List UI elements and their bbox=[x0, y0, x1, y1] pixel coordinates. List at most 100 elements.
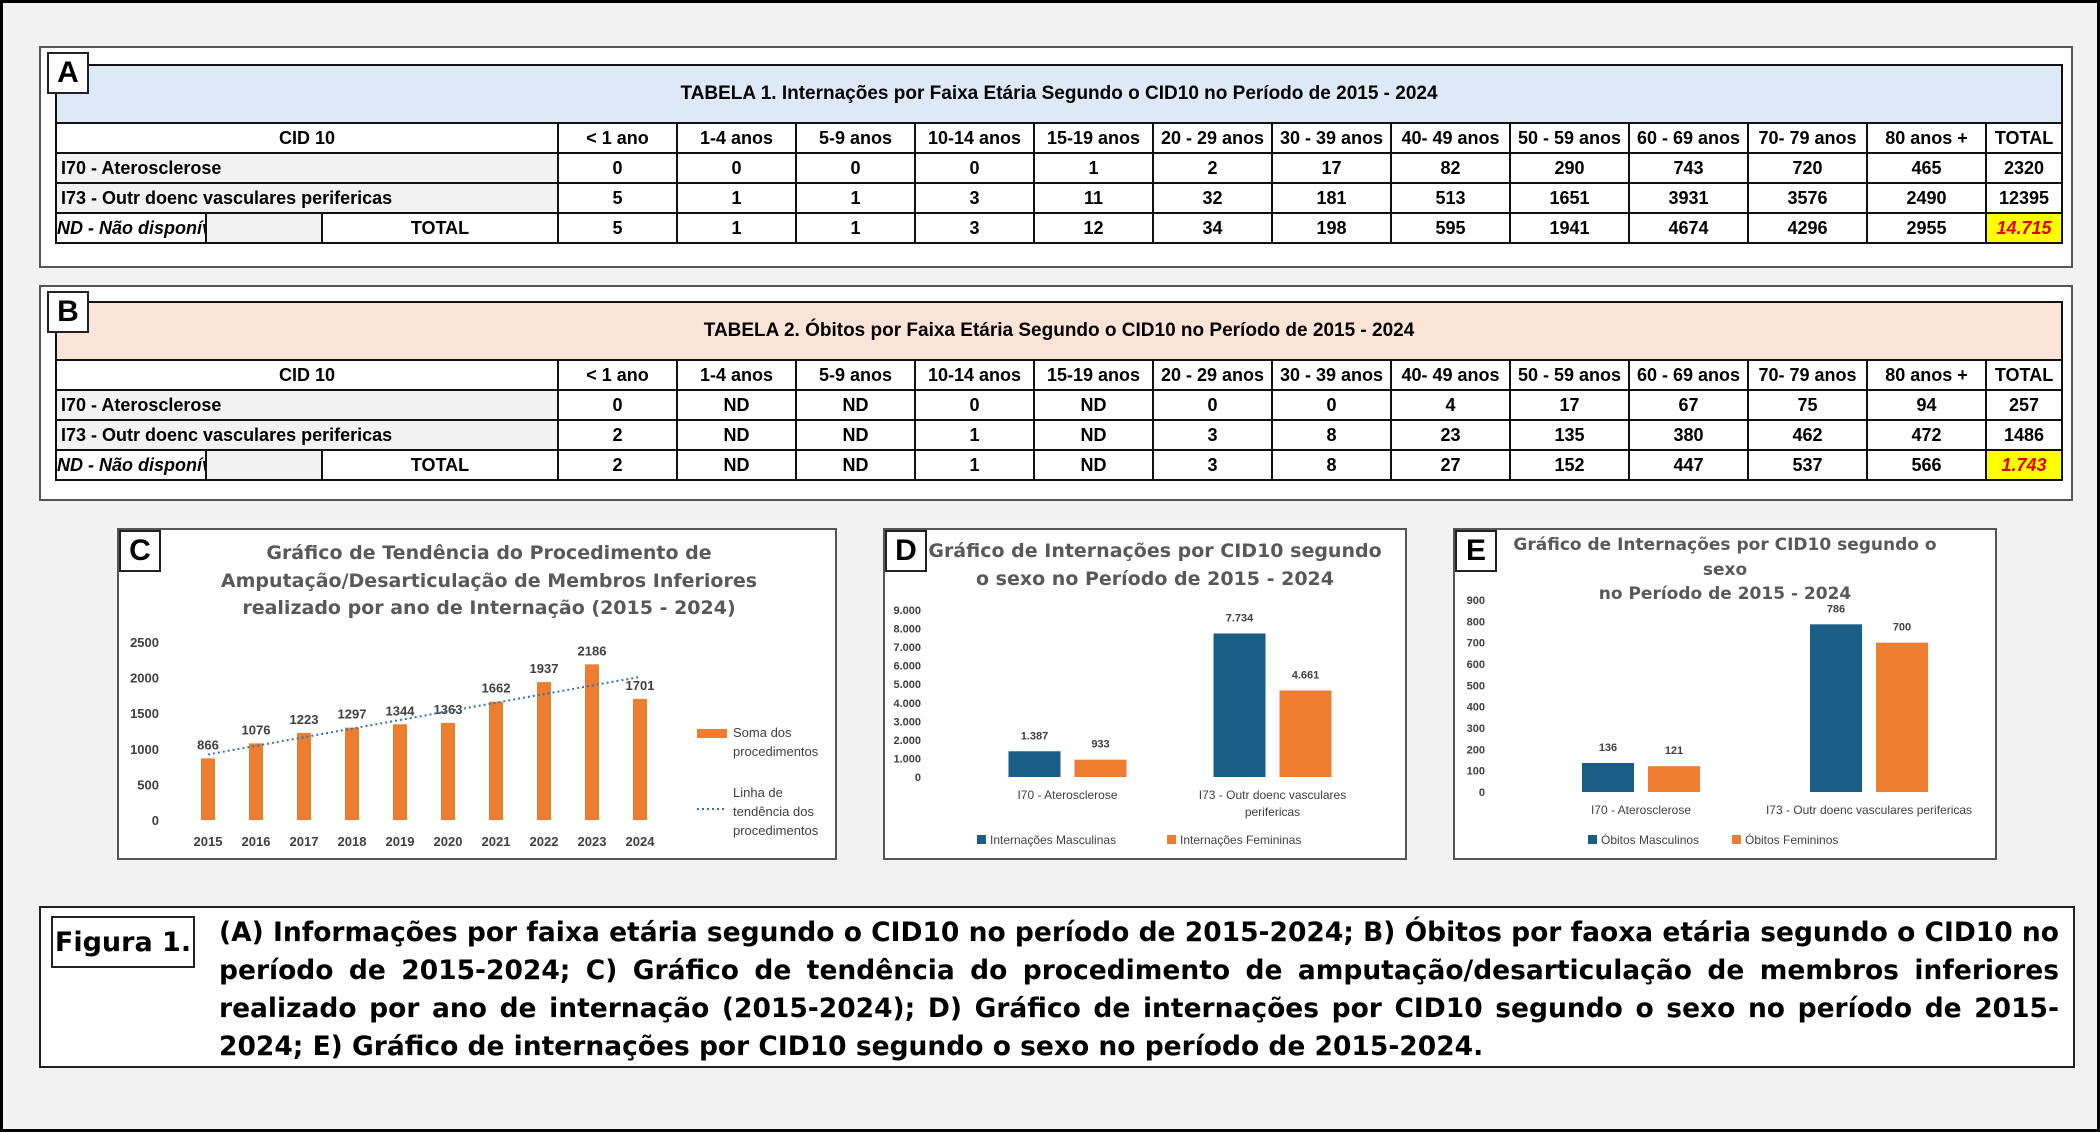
data-label: 786 bbox=[1827, 603, 1845, 615]
column-header: 1-4 anos bbox=[676, 359, 797, 391]
x-tick-label: 2019 bbox=[386, 834, 415, 849]
table-cell: 1651 bbox=[1509, 182, 1630, 214]
chart-c-title-line: Amputação/Desarticulação de Membros Infe… bbox=[220, 569, 758, 592]
total-cell: 566 bbox=[1866, 449, 1987, 481]
trendline bbox=[207, 675, 641, 756]
table-cell: ND bbox=[1033, 419, 1154, 451]
table-cell: 0 bbox=[914, 152, 1035, 184]
bar bbox=[1582, 762, 1634, 792]
chart-d-container: D Gráfico de Internações por CID10 segun… bbox=[883, 528, 1407, 860]
table-cell: 32 bbox=[1152, 182, 1273, 214]
y-tick-label: 4.000 bbox=[893, 698, 921, 710]
data-label: 1701 bbox=[626, 678, 655, 693]
table-cell: 135 bbox=[1509, 419, 1630, 451]
column-header: 80 anos + bbox=[1866, 359, 1987, 391]
bar bbox=[633, 698, 647, 820]
table-cell: 17 bbox=[1509, 389, 1630, 421]
total-cell: 12 bbox=[1033, 212, 1154, 244]
panel-b-label: B bbox=[47, 291, 89, 333]
legend-label: Soma dos bbox=[733, 725, 792, 740]
row-label: I73 - Outr doenc vasculares perifericas bbox=[55, 419, 559, 451]
table-cell: 2320 bbox=[1984, 152, 2064, 184]
column-header: 20 - 29 anos bbox=[1152, 359, 1273, 391]
panel-c-label: C bbox=[119, 530, 161, 572]
grand-total-cell: 14.715 bbox=[1984, 212, 2064, 244]
table-total-row: ND - Não disponívelTOTAL2NDND1ND38271524… bbox=[55, 449, 2064, 481]
bar bbox=[1648, 766, 1700, 792]
chart-c-title-line: Gráfico de Tendência do Procedimento de bbox=[266, 542, 712, 564]
column-header: 60 - 69 anos bbox=[1628, 359, 1749, 391]
total-cell: 198 bbox=[1271, 212, 1392, 244]
table-cell: 513 bbox=[1390, 182, 1511, 214]
y-tick-label: 0 bbox=[152, 813, 159, 828]
legend-label: Óbitos Femininos bbox=[1745, 832, 1838, 847]
panel-b: B TABELA 2. Óbitos por Faixa Etária Segu… bbox=[39, 285, 2073, 501]
chart-e-title-line: no Período de 2015 - 2024 bbox=[1598, 584, 1852, 605]
x-tick-label: perifericas bbox=[1245, 805, 1300, 819]
data-label: 1223 bbox=[290, 712, 319, 727]
table-cell: 462 bbox=[1747, 419, 1868, 451]
total-cell: 2955 bbox=[1866, 212, 1987, 244]
data-label: 2186 bbox=[578, 643, 607, 658]
bar bbox=[1876, 642, 1928, 792]
y-tick-label: 1000 bbox=[130, 742, 159, 757]
total-cell: 595 bbox=[1390, 212, 1511, 244]
column-header: 5-9 anos bbox=[795, 359, 916, 391]
table-cell: 720 bbox=[1747, 152, 1868, 184]
table-cell: 1 bbox=[795, 182, 916, 214]
total-cell: 27 bbox=[1390, 449, 1511, 481]
legend-swatch-bars bbox=[697, 729, 727, 738]
table-total-row: ND - Não disponívelTOTAL5113123419859519… bbox=[55, 212, 2064, 244]
table-cell: 12395 bbox=[1984, 182, 2064, 214]
y-tick-label: 600 bbox=[1467, 659, 1485, 671]
table-cell: 4 bbox=[1390, 389, 1511, 421]
bar bbox=[537, 682, 551, 820]
table-cell: ND bbox=[795, 389, 916, 421]
table-internacoes: TABELA 1. Internações por Faixa Etária S… bbox=[54, 64, 2064, 244]
column-header: 40- 49 anos bbox=[1390, 359, 1511, 391]
y-tick-label: 0 bbox=[915, 772, 921, 784]
data-label: 7.734 bbox=[1226, 612, 1254, 624]
column-header: TOTAL bbox=[1984, 359, 2064, 391]
blank-cell bbox=[205, 449, 323, 481]
total-label: TOTAL bbox=[321, 212, 559, 244]
table-cell: 0 bbox=[914, 389, 1035, 421]
y-tick-label: 400 bbox=[1467, 702, 1485, 714]
row-label: I70 - Aterosclerose bbox=[55, 389, 559, 421]
table-cell: 380 bbox=[1628, 419, 1749, 451]
data-label: 1363 bbox=[434, 702, 463, 717]
chart-d-title-line: o sexo no Período de 2015 - 2024 bbox=[976, 567, 1334, 590]
figure-caption: Figura 1. (A) Informações por faixa etár… bbox=[39, 906, 2075, 1068]
legend-label: tendência dos bbox=[733, 804, 814, 819]
bar bbox=[1074, 759, 1127, 777]
column-header: 70- 79 anos bbox=[1747, 122, 1868, 154]
column-header: 15-19 anos bbox=[1033, 359, 1154, 391]
legend-swatch bbox=[1588, 835, 1597, 844]
table-cell: 472 bbox=[1866, 419, 1987, 451]
table-cell: 75 bbox=[1747, 389, 1868, 421]
column-header: 10-14 anos bbox=[914, 359, 1035, 391]
legend-swatch bbox=[1167, 835, 1176, 844]
y-tick-label: 500 bbox=[137, 777, 159, 792]
column-header: 70- 79 anos bbox=[1747, 359, 1868, 391]
data-label: 866 bbox=[197, 737, 219, 752]
cid-header: CID 10 bbox=[55, 122, 559, 154]
y-tick-label: 0 bbox=[1479, 787, 1485, 799]
column-header: 10-14 anos bbox=[914, 122, 1035, 154]
grand-total-cell: 1.743 bbox=[1984, 449, 2064, 481]
column-header: TOTAL bbox=[1984, 122, 2064, 154]
cid-header: CID 10 bbox=[55, 359, 559, 391]
table-cell: 0 bbox=[557, 389, 678, 421]
table-cell: 3 bbox=[914, 182, 1035, 214]
panel-a-label: A bbox=[47, 52, 89, 94]
bar bbox=[297, 732, 311, 820]
bar bbox=[393, 724, 407, 820]
table-cell: 2 bbox=[1152, 152, 1273, 184]
y-tick-label: 300 bbox=[1467, 723, 1485, 735]
y-tick-label: 5.000 bbox=[893, 679, 921, 691]
total-cell: 1 bbox=[795, 212, 916, 244]
legend-label: Óbitos Masculinos bbox=[1601, 832, 1699, 847]
x-tick-label: 2017 bbox=[290, 834, 319, 849]
table-cell: 3931 bbox=[1628, 182, 1749, 214]
